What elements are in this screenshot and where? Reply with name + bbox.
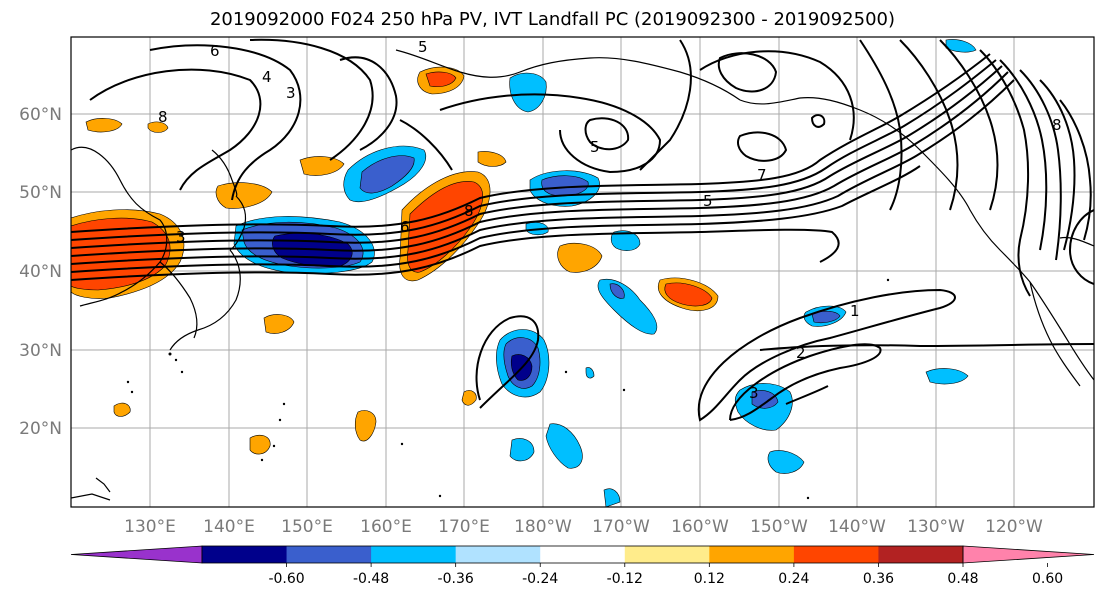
lat-label: 50°N xyxy=(19,183,62,203)
colorbar-extend-high xyxy=(962,545,1095,564)
colorbar-tick-label: -0.60 xyxy=(268,571,304,587)
contour-label: 5 xyxy=(418,38,428,56)
colorbar-tick-label: -0.24 xyxy=(522,571,558,587)
colorbar-segment xyxy=(709,546,795,563)
contour-label: 8 xyxy=(158,108,168,126)
colorbar-segment xyxy=(202,546,288,563)
colorbar-segment xyxy=(371,546,457,563)
contour-label: 1 xyxy=(850,302,860,320)
colorbar-tick-label: 0.60 xyxy=(1032,571,1063,587)
islands xyxy=(126,278,890,500)
colorbar-tick-label: -0.48 xyxy=(353,571,389,587)
lat-label: 20°N xyxy=(19,419,62,439)
pv-contours xyxy=(71,38,1094,297)
lon-label: 170°W xyxy=(592,517,650,537)
latitude-labels: 60°N 50°N 40°N 30°N 20°N xyxy=(19,105,62,439)
lat-label: 30°N xyxy=(19,341,62,361)
lon-label: 130°E xyxy=(124,517,176,537)
contour-label: 2 xyxy=(796,344,806,362)
lon-label: 170°E xyxy=(438,517,490,537)
lon-label: 150°W xyxy=(750,517,808,537)
contour-label: 3 xyxy=(749,384,759,402)
colorbar-extend-low xyxy=(70,545,203,564)
colorbar-outline xyxy=(201,545,964,564)
colorbar-tick-label: 0.24 xyxy=(778,571,809,587)
contour-label: 4 xyxy=(262,68,272,86)
contour-label: 5 xyxy=(590,138,600,156)
lon-label: 180°W xyxy=(514,517,572,537)
colorbar-segment xyxy=(286,546,372,563)
ivt-contours xyxy=(475,288,1094,422)
colorbar: -0.60 -0.48 -0.36 -0.24 -0.12 0.12 0.24 0.36 0.4… xyxy=(70,545,1095,587)
colorbar-segment xyxy=(793,546,879,563)
contour-label: 5 xyxy=(703,192,713,210)
colorbar-tick-label: 0.48 xyxy=(947,571,978,587)
contour-label: 6 xyxy=(210,42,220,60)
lon-label: 160°E xyxy=(360,517,412,537)
map-title: 2019092000 F024 250 hPa PV, IVT Landfall… xyxy=(209,9,896,30)
colorbar-tick-label: 0.12 xyxy=(694,571,725,587)
contour-label: 8 xyxy=(1052,116,1062,134)
contour-label: 3 xyxy=(176,228,186,246)
colorbar-segment xyxy=(624,546,710,563)
lon-label: 120°W xyxy=(985,517,1043,537)
lon-label: 140°W xyxy=(828,517,886,537)
contour-label: 8 xyxy=(464,202,474,220)
lon-label: 150°E xyxy=(281,517,333,537)
colorbar-tick-label: -0.12 xyxy=(607,571,643,587)
colorbar-tick-label: 0.36 xyxy=(863,571,894,587)
lon-label: 140°E xyxy=(203,517,255,537)
colorbar-tick-label: -0.36 xyxy=(438,571,474,587)
map-frame xyxy=(70,36,1095,508)
colorbar-segment xyxy=(540,546,626,563)
longitude-labels: 130°E 140°E 150°E 160°E 170°E 180°W 170°… xyxy=(124,517,1043,537)
contour-label: 3 xyxy=(286,84,296,102)
contour-label: 6 xyxy=(400,218,410,236)
lat-label: 40°N xyxy=(19,262,62,282)
colorbar-segment xyxy=(455,546,541,563)
lon-label: 160°W xyxy=(671,517,729,537)
lat-label: 60°N xyxy=(19,105,62,125)
colorbar-segment xyxy=(878,546,964,563)
lon-label: 130°W xyxy=(907,517,965,537)
contour-labels: 7 5 8 6 3 1 2 3 5 6 4 3 8 5 8 xyxy=(158,38,1062,402)
contour-label: 7 xyxy=(757,166,767,184)
